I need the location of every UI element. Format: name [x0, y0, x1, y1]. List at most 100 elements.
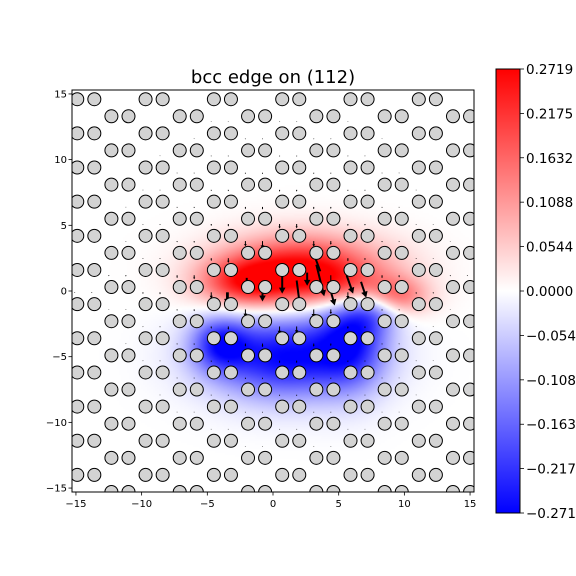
displacement-arrow: [108, 275, 110, 277]
atom: [309, 485, 324, 492]
atom: [292, 399, 307, 414]
atom: [54, 110, 67, 123]
atom: [292, 160, 307, 175]
atom: [343, 160, 358, 175]
atom: [343, 126, 358, 141]
atom: [72, 331, 85, 346]
displacement-arrow: [244, 377, 246, 380]
atom: [411, 228, 426, 243]
atom: [54, 383, 67, 396]
atom: [275, 331, 290, 346]
atom: [258, 211, 273, 226]
atom: [394, 143, 409, 158]
displacement-arrow: [261, 343, 264, 348]
atom: [411, 92, 426, 107]
atom-lattice: [54, 76, 494, 492]
atom: [360, 297, 375, 312]
atom: [223, 399, 238, 414]
displacement-arrow: [381, 241, 383, 243]
atom: [121, 348, 136, 363]
atom: [206, 92, 221, 107]
atom: [189, 416, 204, 431]
displacement-arrow: [244, 172, 246, 174]
atom: [223, 194, 238, 209]
displacement-arrow: [227, 258, 230, 263]
atom: [411, 126, 426, 141]
displacement-arrow: [347, 360, 349, 363]
displacement-arrow: [381, 309, 383, 311]
displacement-arrow: [279, 394, 281, 397]
displacement-arrow: [244, 206, 246, 210]
atom: [464, 76, 477, 89]
atom: [394, 109, 409, 124]
atom: [360, 467, 375, 482]
atom: [206, 262, 221, 277]
atom: [411, 297, 426, 312]
atom: [275, 297, 290, 312]
atom: [172, 348, 187, 363]
atom: [155, 92, 170, 107]
atom: [275, 433, 290, 448]
atom: [292, 194, 307, 209]
displacement-arrow: [398, 275, 400, 278]
atom: [206, 160, 221, 175]
atom: [241, 143, 256, 158]
atom: [87, 228, 102, 243]
atom: [360, 399, 375, 414]
atom: [87, 126, 102, 141]
atom: [275, 126, 290, 141]
displacement-arrow: [360, 281, 368, 298]
atom: [377, 348, 392, 363]
atom: [206, 194, 221, 209]
atom: [343, 297, 358, 312]
atom: [377, 314, 392, 329]
displacement-arrow: [244, 241, 247, 247]
atom: [445, 211, 460, 226]
displacement-arrow: [227, 394, 229, 396]
atom: [206, 433, 221, 448]
atom: [292, 467, 307, 482]
atom: [121, 416, 136, 431]
atom: [121, 245, 136, 260]
atom: [463, 245, 474, 260]
displacement-arrow: [227, 224, 229, 227]
displacement-arrow: [159, 292, 161, 295]
atom: [104, 177, 119, 192]
displacement-arrow: [159, 258, 161, 260]
x-tick-label: 10: [398, 499, 411, 510]
atom: [445, 314, 460, 329]
atom: [360, 331, 375, 346]
atom: [72, 194, 85, 209]
atom: [54, 246, 67, 259]
displacement-arrow: [125, 275, 127, 277]
atom: [292, 126, 307, 141]
atom: [138, 126, 153, 141]
atom: [155, 126, 170, 141]
displacement-arrow: [364, 258, 366, 261]
atom: [223, 160, 238, 175]
atom: [446, 76, 459, 89]
atom: [445, 143, 460, 158]
atom: [445, 245, 460, 260]
atom: [343, 365, 358, 380]
atom: [138, 467, 153, 482]
atom: [241, 348, 256, 363]
atom: [411, 467, 426, 482]
displacement-arrow: [176, 241, 178, 243]
atom: [463, 280, 474, 295]
displacement-arrow: [209, 292, 213, 299]
atom: [377, 485, 392, 492]
atom: [104, 109, 119, 124]
atom: [326, 416, 341, 431]
colorbar-tick-label: −0.2175: [526, 462, 576, 478]
atom: [309, 450, 324, 465]
atom: [411, 331, 426, 346]
atom: [121, 280, 136, 295]
displacement-arrow: [347, 258, 349, 262]
displacement-arrow: [244, 343, 247, 347]
atom: [481, 263, 494, 276]
x-tick-label: 5: [335, 499, 341, 510]
atom: [377, 382, 392, 397]
atom: [292, 331, 307, 346]
